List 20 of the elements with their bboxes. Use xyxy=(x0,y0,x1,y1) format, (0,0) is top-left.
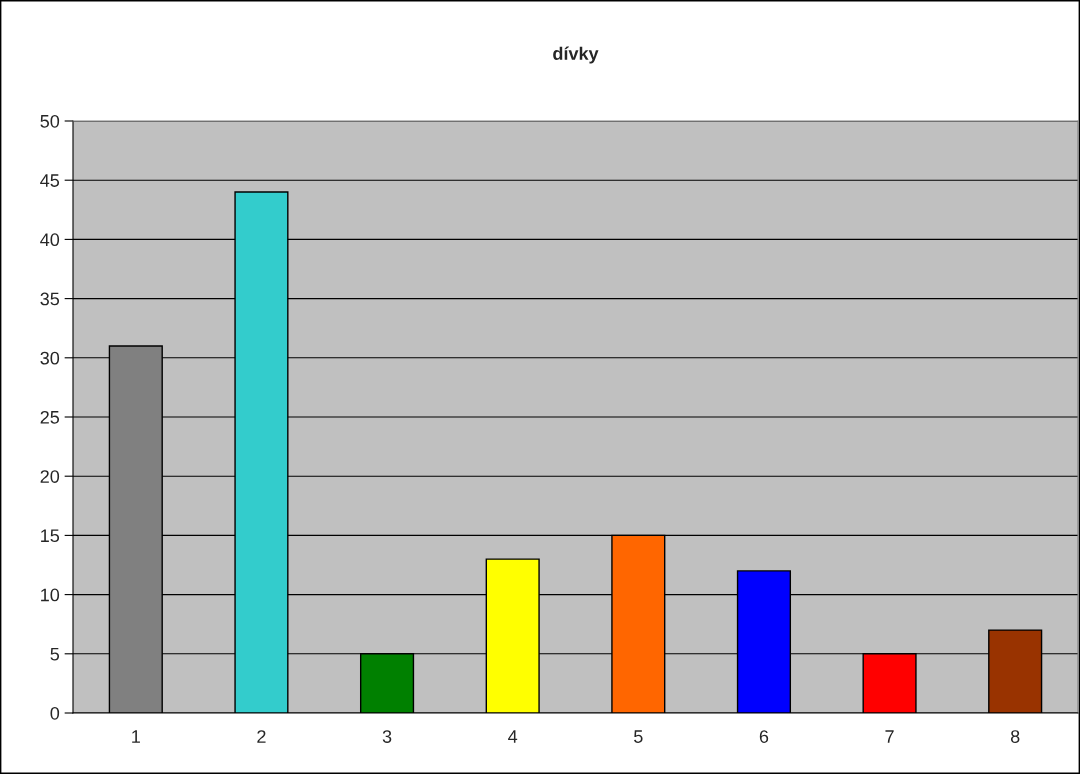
y-tick-label: 45 xyxy=(40,174,60,187)
y-tick-label: 50 xyxy=(40,114,60,128)
y-tick-label: 10 xyxy=(41,588,60,602)
x-tick-label: 6 xyxy=(759,730,769,743)
y-tick-label: 30 xyxy=(40,351,60,365)
x-tick-label: 7 xyxy=(885,730,894,743)
y-tick-label: 40 xyxy=(40,233,60,247)
y-tick-label: 25 xyxy=(40,410,60,424)
x-tick-label: 3 xyxy=(382,730,392,743)
x-tick-label: 4 xyxy=(508,730,518,743)
y-tick-label: 5 xyxy=(50,647,60,661)
y-tick-label: 35 xyxy=(40,292,60,306)
x-tick-label: 2 xyxy=(257,730,266,743)
x-tick-label: 5 xyxy=(634,730,643,743)
y-tick-label: 15 xyxy=(41,529,60,543)
x-tick-label: 8 xyxy=(1010,730,1020,743)
y-tick-label: 0 xyxy=(50,706,60,720)
y-tick-label: 20 xyxy=(40,470,60,483)
x-tick-label: 1 xyxy=(132,730,140,743)
chart-title: dívky xyxy=(553,46,599,64)
